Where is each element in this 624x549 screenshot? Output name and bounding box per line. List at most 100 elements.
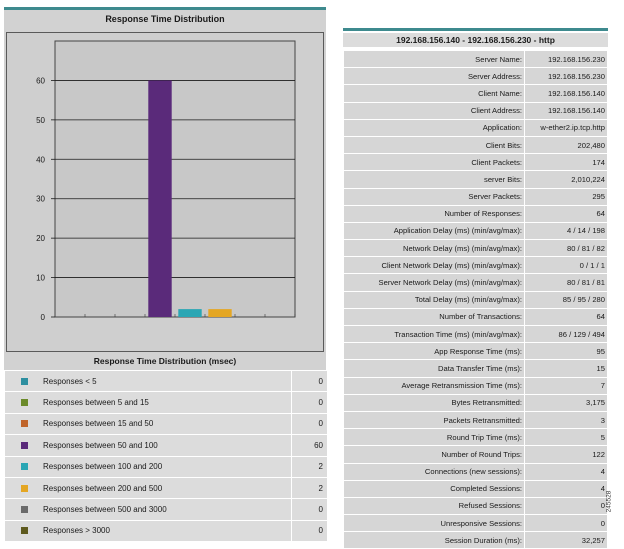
legend-title: Response Time Distribution (msec) [93,356,237,366]
legend-label-cell: Responses < 5 [3,369,293,393]
legend-label: Responses < 5 [43,376,97,386]
stats-row: Client Network Delay (ms) (min/avg/max):… [343,256,608,275]
legend-swatch [21,441,28,449]
response-distribution-panel: Response Time Distribution 0 10 20 30 40 50 60… [3,10,328,543]
stats-key: Number of Transactions: [343,307,525,327]
legend-value: 2 [291,476,328,500]
legend-label: Responses between 15 and 50 [43,419,154,429]
legend-label-cell: Responses between 200 and 500 [3,476,293,500]
legend-swatch [21,484,28,492]
stats-row: Bytes Retransmitted: 3,175 [343,393,608,412]
stats-row: Server Address: 192.168.156.230 [343,67,608,86]
response-time-chart: 0 10 20 30 40 50 60 [36,40,296,322]
stats-row: Client Address: 192.168.156.140 [343,101,608,120]
stats-value: 192.168.156.140 [524,101,608,120]
stats-key: Client Bits: [343,135,525,155]
stats-key: Server Name: [343,49,525,69]
stats-key: Bytes Retransmitted: [343,393,525,412]
y-tick-label: 40 [36,155,45,164]
stats-row: Server Packets: 295 [343,187,608,206]
stats-key: Total Delay (ms) (min/avg/max): [343,290,525,309]
stats-row: Number of Round Trips: 122 [343,445,608,464]
legend-swatch [21,377,28,385]
y-tick-label: 0 [41,313,46,322]
stats-key: Number of Round Trips: [343,445,525,464]
stats-row: Session Duration (ms): 32,257 [343,531,608,549]
stats-value: 15 [524,359,608,378]
stats-value: 85 / 95 / 280 [524,290,608,309]
legend-table: Responses < 5 0 Responses between 5 and 15… [3,369,328,543]
stats-value: 174 [524,153,608,172]
stats-row: Packets Retransmitted: 3 [343,410,608,430]
legend-swatch [21,420,28,428]
stats-value: 80 / 81 / 81 [524,273,608,292]
chart-title: Response Time Distribution [105,14,225,24]
stats-value: 192.168.156.230 [524,49,608,69]
legend-label: Responses between 500 and 3000 [43,505,167,515]
legend-label-cell: Responses between 500 and 3000 [3,498,293,521]
stats-key: Application Delay (ms) (min/avg/max): [343,221,525,241]
stats-value: 5 [524,428,608,447]
session-stats-panel: 192.168.156.140 - 192.168.156.230 - http… [343,28,608,549]
bar [208,309,232,317]
stats-row: Unresponsive Sessions: 0 [343,514,608,533]
stats-row: Round Trip Time (ms): 5 [343,428,608,447]
stats-value: 2,010,224 [524,170,608,189]
stats-value: 202,480 [524,135,608,155]
legend-label-cell: Responses between 100 and 200 [3,455,293,478]
stats-key: Client Name: [343,84,525,103]
legend-label: Responses between 5 and 15 [43,398,149,408]
legend-row: Responses between 500 and 3000 0 [3,498,328,521]
legend-swatch [21,463,28,471]
stats-key: Transaction Time (ms) (min/avg/max): [343,324,525,344]
stats-value: 122 [524,445,608,464]
stats-key: Round Trip Time (ms): [343,428,525,447]
legend-row: Responses > 3000 0 [3,519,328,543]
stats-key: Connections (new sessions): [343,462,525,481]
stats-row: Connections (new sessions): 4 [343,462,608,481]
legend-value: 0 [291,412,328,436]
legend-swatch [21,399,28,407]
y-tick-label: 60 [36,76,45,85]
stats-row: Client Packets: 174 [343,153,608,172]
figure-id: 245528 [605,484,622,524]
stats-value: 192.168.156.230 [524,67,608,86]
stats-row: Total Delay (ms) (min/avg/max): 85 / 95 /… [343,290,608,309]
stats-key: Server Address: [343,67,525,86]
stats-row: Client Name: 192.168.156.140 [343,84,608,103]
legend-label-cell: Responses > 3000 [3,519,293,543]
legend-value: 0 [291,498,328,521]
legend-row: Responses between 200 and 500 2 [3,476,328,500]
stats-value: 4 [524,462,608,481]
left-top-accent-bar [4,7,326,10]
stats-key: Client Network Delay (ms) (min/avg/max): [343,256,525,275]
legend-label-cell: Responses between 50 and 100 [3,434,293,457]
stats-row: Application: w-ether2.ip.tcp.http [343,118,608,137]
legend-label: Responses between 200 and 500 [43,483,163,493]
stats-key: Average Retransmission Time (ms): [343,376,525,395]
chart-area: 0 10 20 30 40 50 60 [6,32,324,352]
plot-area [54,40,296,318]
y-tick-label: 10 [36,274,45,283]
legend-row: Responses between 15 and 50 0 [3,412,328,436]
legend-row: Responses between 50 and 100 60 [3,434,328,457]
stats-value: 295 [524,187,608,206]
legend-label: Responses between 100 and 200 [43,462,163,472]
stats-value: 64 [524,307,608,327]
stats-key: Data Transfer Time (ms): [343,359,525,378]
stats-row: App Response Time (ms): 95 [343,342,608,361]
legend-swatch [21,506,28,514]
y-tick-label: 30 [36,195,45,204]
stats-key: Session Duration (ms): [343,531,525,549]
stats-key: Network Delay (ms) (min/avg/max): [343,239,525,258]
stats-row: Number of Responses: 64 [343,204,608,223]
stats-value: 3,175 [524,393,608,412]
legend-label-cell: Responses between 5 and 15 [3,391,293,414]
bar [148,80,172,317]
stats-row: Number of Transactions: 64 [343,307,608,327]
legend-value: 0 [291,519,328,543]
stats-row: server Bits: 2,010,224 [343,170,608,189]
legend-swatch [21,527,28,535]
figure-id-text: 245528 [605,490,613,513]
stats-value: 4 / 14 / 198 [524,221,608,241]
